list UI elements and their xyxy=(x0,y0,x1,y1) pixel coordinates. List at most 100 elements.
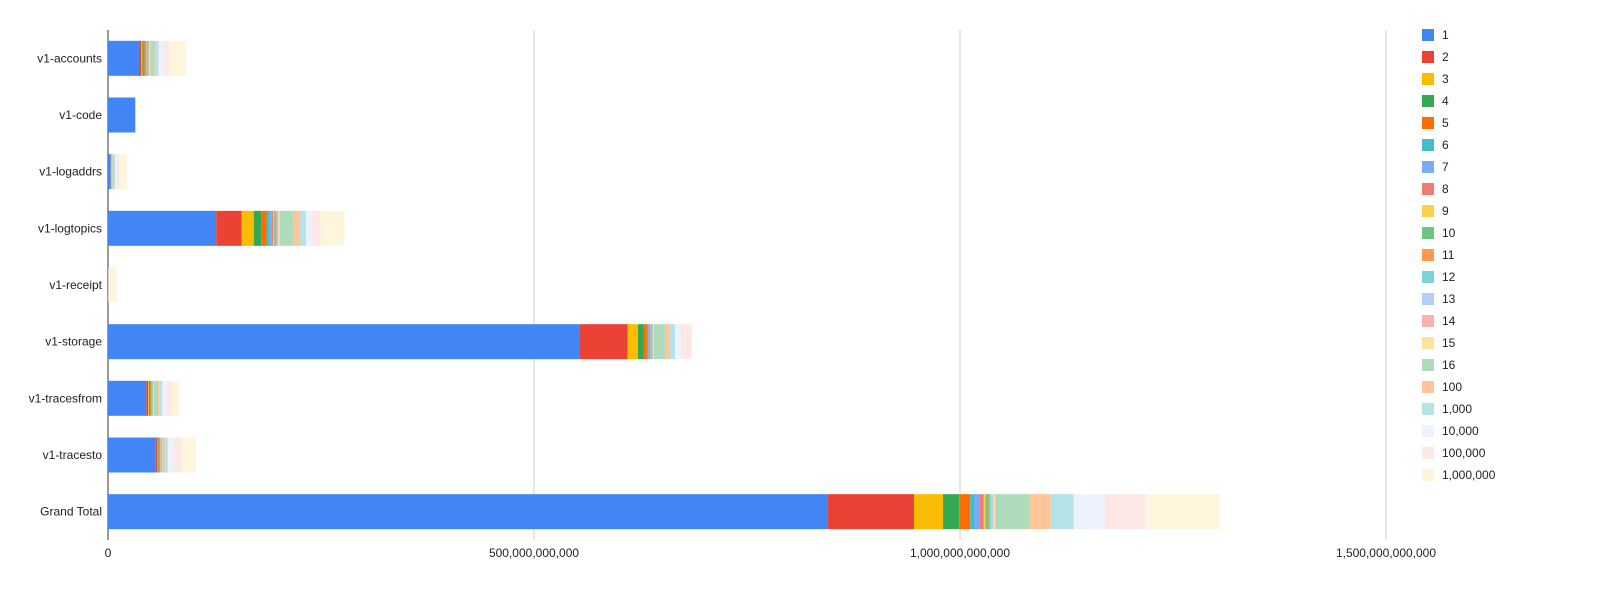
bar-segment-v1-tracesto-100 xyxy=(164,438,165,473)
bar-segment-v1-storage-1,000,000 xyxy=(691,324,692,359)
bar-segment-v1-logaddrs-1,000,000 xyxy=(120,154,128,189)
bar-segment-Grand Total-14 xyxy=(993,494,994,529)
bar-segment-v1-logtopics-3 xyxy=(242,211,254,246)
legend-label: 13 xyxy=(1442,292,1456,306)
bar-segment-v1-storage-8 xyxy=(649,324,650,359)
category-label: v1-storage xyxy=(45,335,102,349)
legend-swatch xyxy=(1422,425,1434,437)
category-label: v1-tracesfrom xyxy=(29,391,102,405)
bar-segment-v1-tracesto-2 xyxy=(156,438,158,473)
legend-label: 16 xyxy=(1442,358,1456,372)
bar-segment-Grand Total-100 xyxy=(1029,494,1050,529)
bar-segment-v1-tracesto-4 xyxy=(158,438,159,473)
bar-segment-Grand Total-16 xyxy=(995,494,1029,529)
bar-segment-Grand Total-6 xyxy=(970,494,974,529)
legend-label: 3 xyxy=(1442,72,1449,86)
bar-segment-v1-logaddrs-16 xyxy=(112,154,114,189)
bar-segment-v1-tracesfrom-1 xyxy=(108,381,146,416)
legend-label: 14 xyxy=(1442,314,1456,328)
bar-segment-v1-tracesfrom-1,000,000 xyxy=(173,381,180,416)
legend-swatch xyxy=(1422,183,1434,195)
bar-segment-v1-tracesfrom-100,000 xyxy=(167,381,173,416)
bar-segment-v1-accounts-10,000 xyxy=(159,41,163,76)
legend-label: 6 xyxy=(1442,138,1449,152)
legend-swatch xyxy=(1422,469,1434,481)
bar-segment-v1-tracesfrom-100 xyxy=(158,381,160,416)
bar-segment-v1-accounts-7 xyxy=(145,41,146,76)
bar-segment-v1-logaddrs-100,000 xyxy=(117,154,120,189)
bar-segment-v1-logtopics-6 xyxy=(266,211,269,246)
bar-segment-v1-tracesfrom-10,000 xyxy=(162,381,166,416)
bar-segment-v1-accounts-2 xyxy=(140,41,142,76)
legend-label: 12 xyxy=(1442,270,1456,284)
bar-segment-v1-logtopics-16 xyxy=(280,211,294,246)
bar-segment-v1-logaddrs-10,000 xyxy=(115,154,117,189)
bar-segment-v1-storage-100,000 xyxy=(681,324,691,359)
legend-swatch xyxy=(1422,51,1434,63)
bar-segment-v1-tracesto-3 xyxy=(157,438,158,473)
legend-swatch xyxy=(1422,315,1434,327)
bar-segment-v1-logtopics-15 xyxy=(279,211,280,246)
legend-label: 1,000,000 xyxy=(1442,468,1496,482)
category-labels: v1-accountsv1-codev1-logaddrsv1-logtopic… xyxy=(29,51,103,518)
bar-segment-v1-logtopics-12 xyxy=(277,211,278,246)
category-label: v1-tracesto xyxy=(43,448,103,462)
bar-segment-v1-storage-5 xyxy=(644,324,647,359)
category-label: Grand Total xyxy=(40,505,102,519)
bar-segment-v1-accounts-100 xyxy=(154,41,156,76)
bar-segment-v1-logaddrs-1,000 xyxy=(114,154,115,189)
bar-segment-Grand Total-7 xyxy=(974,494,979,529)
bar-segment-v1-tracesto-1,000 xyxy=(165,438,168,473)
category-label: v1-code xyxy=(59,108,102,122)
bar-segment-v1-logaddrs-1 xyxy=(108,154,111,189)
legend-label: 100,000 xyxy=(1442,446,1486,460)
gridlines xyxy=(108,30,1386,540)
legend-swatch xyxy=(1422,337,1434,349)
bar-segment-v1-logtopics-9 xyxy=(273,211,274,246)
bar-segment-Grand Total-13 xyxy=(991,494,993,529)
bar-segment-Grand Total-1 xyxy=(108,494,828,529)
legend-swatch xyxy=(1422,227,1434,239)
bar-segment-Grand Total-12 xyxy=(989,494,991,529)
bar-segment-v1-storage-10,000 xyxy=(675,324,681,359)
bar-segment-v1-accounts-3 xyxy=(141,41,142,76)
legend-label: 1 xyxy=(1442,28,1449,42)
bar-segment-Grand Total-100,000 xyxy=(1104,494,1146,529)
bar-segment-v1-tracesfrom-3 xyxy=(148,381,149,416)
bar-segment-v1-code-1 xyxy=(108,98,135,133)
bar-segment-Grand Total-4 xyxy=(943,494,959,529)
bar-segment-v1-logtopics-11 xyxy=(276,211,277,246)
bar-segment-v1-accounts-1 xyxy=(108,41,140,76)
bar-segment-v1-storage-6 xyxy=(647,324,648,359)
legend-swatch xyxy=(1422,271,1434,283)
bar-segment-v1-storage-2 xyxy=(580,324,628,359)
bar-segment-v1-accounts-16 xyxy=(150,41,154,76)
bar-segment-Grand Total-1,000,000 xyxy=(1146,494,1220,529)
bar-segment-v1-storage-7 xyxy=(648,324,649,359)
legend-label: 2 xyxy=(1442,50,1449,64)
x-tick-label: 0 xyxy=(105,546,112,560)
legend-swatch xyxy=(1422,359,1434,371)
bar-segment-v1-storage-1 xyxy=(108,324,580,359)
bar-segment-Grand Total-10 xyxy=(986,494,989,529)
bar-segment-v1-logtopics-2 xyxy=(216,211,242,246)
bar-segment-v1-storage-1,000 xyxy=(670,324,675,359)
bar-segment-v1-storage-10 xyxy=(651,324,652,359)
bar-segment-v1-logtopics-10 xyxy=(274,211,276,246)
legend-swatch xyxy=(1422,139,1434,151)
category-label: v1-logtopics xyxy=(38,221,102,235)
legend-label: 100 xyxy=(1442,380,1462,394)
bar-segment-v1-logtopics-4 xyxy=(254,211,262,246)
category-label: v1-receipt xyxy=(49,278,102,292)
legend-swatch xyxy=(1422,73,1434,85)
bar-segment-v1-tracesto-5 xyxy=(159,438,160,473)
bar-segment-v1-tracesfrom-4 xyxy=(149,381,150,416)
legend-label: 15 xyxy=(1442,336,1456,350)
legend-label: 8 xyxy=(1442,182,1449,196)
category-label: v1-logaddrs xyxy=(39,165,102,179)
bar-segment-Grand Total-5 xyxy=(959,494,970,529)
legend-swatch xyxy=(1422,95,1434,107)
bar-segment-v1-accounts-10 xyxy=(147,41,148,76)
bar-segment-v1-tracesto-100,000 xyxy=(173,438,182,473)
bars xyxy=(108,41,1220,529)
